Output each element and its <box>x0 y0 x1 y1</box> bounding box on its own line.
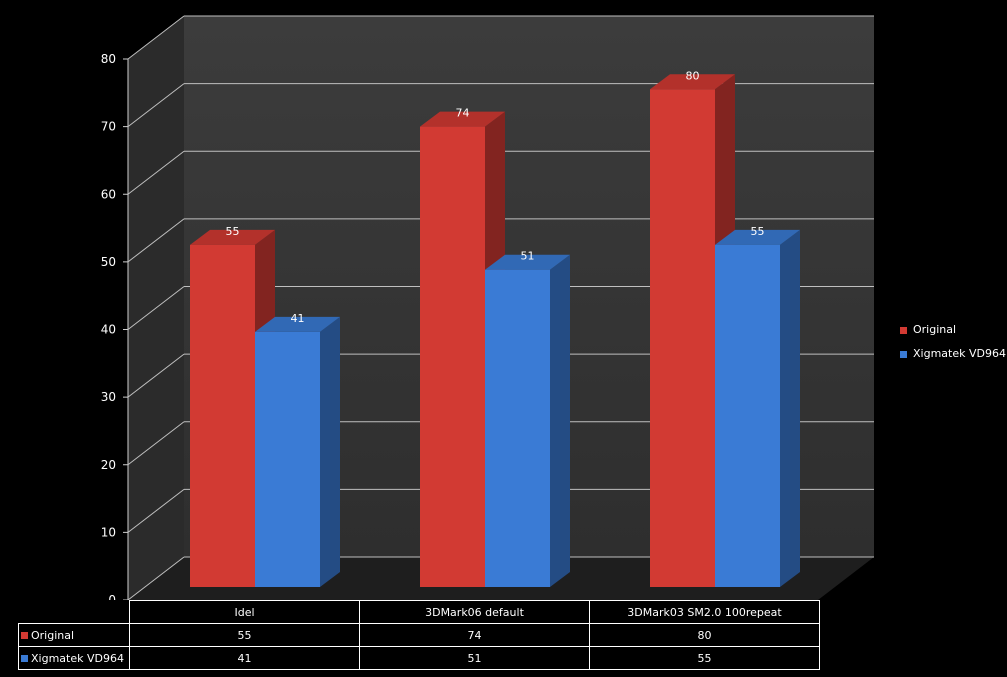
legend-swatch-original <box>899 325 908 335</box>
data-label: 55 <box>751 225 765 238</box>
bar-top <box>715 229 800 245</box>
y-tick-label: 0 <box>108 593 116 600</box>
gridline-diagonal <box>127 421 185 466</box>
y-tick-label: 30 <box>101 390 116 404</box>
gridline-diagonal <box>127 15 185 60</box>
table-row: Original 55 74 80 <box>18 623 820 647</box>
gridline-diagonal <box>127 556 185 600</box>
bars <box>190 74 800 588</box>
y-axis: 0 10 20 30 40 50 60 70 80 <box>101 52 128 600</box>
table-cell: 41 <box>129 646 360 670</box>
bar-front <box>650 89 715 587</box>
data-labels: 55 41 74 51 80 55 <box>226 69 765 325</box>
table-cell: 51 <box>359 646 590 670</box>
legend-label-xigmatek: Xigmatek VD964 <box>913 347 1006 360</box>
bar-side <box>320 316 340 587</box>
data-label: 80 <box>686 69 700 82</box>
y-tick-label: 80 <box>101 52 116 66</box>
legend-swatch-xigmatek <box>899 349 908 359</box>
table-header-row: Idel 3DMark06 default 3DMark03 SM2.0 100… <box>19 600 820 624</box>
legend-item-original: Original <box>899 318 1006 342</box>
data-label: 55 <box>226 225 240 238</box>
y-tick-label: 20 <box>101 458 116 472</box>
chart-canvas: 0 10 20 30 40 50 60 70 80 55 41 74 51 80 55 <box>101 15 874 600</box>
bar-top <box>485 254 570 270</box>
bar-top <box>420 111 505 127</box>
y-tick-label: 10 <box>101 525 116 539</box>
table-key-xigmatek <box>21 655 28 662</box>
table-cell: 80 <box>589 623 820 647</box>
table-row-label: Xigmatek VD964 <box>18 646 130 670</box>
table-cell: 55 <box>129 623 360 647</box>
legend: Original Xigmatek VD964 <box>899 318 1006 366</box>
table-row-label: Original <box>18 623 130 647</box>
bar-front <box>715 244 780 587</box>
table-header: Idel <box>129 600 360 624</box>
table-cell: 74 <box>359 623 590 647</box>
data-table: Idel 3DMark06 default 3DMark03 SM2.0 100… <box>18 600 820 670</box>
bar-0-1 <box>255 316 340 587</box>
bar-side <box>780 229 800 587</box>
bar-1-1 <box>485 254 570 588</box>
y-tick-label: 40 <box>101 323 116 337</box>
legend-label-original: Original <box>913 323 957 336</box>
bar-top <box>190 229 275 245</box>
bar-top <box>255 316 340 332</box>
bar-front <box>485 269 550 587</box>
table-row: Xigmatek VD964 41 51 55 <box>18 646 820 670</box>
bar-top <box>650 74 735 90</box>
bar-front <box>420 126 485 587</box>
bar-side <box>550 254 570 588</box>
y-tick-label: 60 <box>101 187 116 201</box>
gridline-diagonal <box>127 488 185 533</box>
bar-front <box>190 244 255 587</box>
bar-2-1 <box>715 229 800 587</box>
gridline-diagonal <box>127 286 185 330</box>
table-cell: 55 <box>589 646 820 670</box>
gridline-diagonal <box>127 150 185 195</box>
y-tick-label: 50 <box>101 255 116 269</box>
bar-front <box>255 331 320 587</box>
table-header: 3DMark03 SM2.0 100repeat <box>589 600 820 624</box>
gridline-diagonal <box>127 218 185 263</box>
table-row-label-text: Xigmatek VD964 <box>31 651 124 665</box>
table-header: 3DMark06 default <box>359 600 590 624</box>
gridline-diagonal <box>127 83 185 128</box>
table-key-original <box>21 632 28 639</box>
table-row-label-text: Original <box>31 628 75 642</box>
legend-item-xigmatek: Xigmatek VD964 <box>899 342 1006 366</box>
data-label: 74 <box>456 107 470 120</box>
y-tick-label: 70 <box>101 120 116 134</box>
data-label: 41 <box>291 312 305 325</box>
data-label: 51 <box>521 250 535 263</box>
gridline-diagonal <box>127 353 185 398</box>
